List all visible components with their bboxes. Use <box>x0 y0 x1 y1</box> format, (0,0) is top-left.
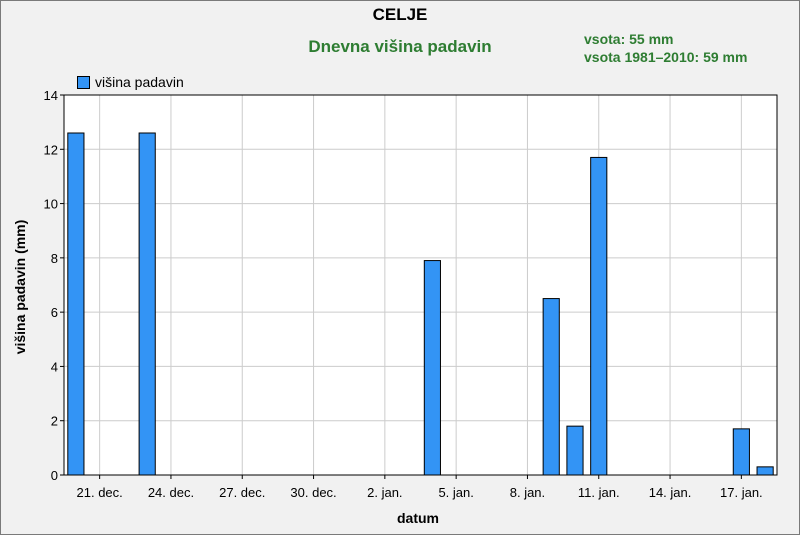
legend-label: višina padavin <box>95 74 184 90</box>
chart-subtitle: Dnevna višina padavin <box>0 37 800 57</box>
bars <box>67 132 774 476</box>
x-tick-label: 11. jan. <box>578 485 620 500</box>
chart-subtitle-text: Dnevna višina padavin <box>308 37 492 56</box>
bar <box>67 132 85 476</box>
plot-area <box>64 95 777 475</box>
x-tick-label: 17. jan. <box>720 485 763 500</box>
axes: 0 2 4 6 8 10 12 14 21. dec. 24. dec. 27. dec. 30. d… <box>44 88 778 500</box>
x-tick-label: 21. dec. <box>77 485 123 500</box>
sum-label: vsota: 55 mm <box>584 31 674 47</box>
x-tick-label: 30. dec. <box>290 485 336 500</box>
y-tick-label: 14 <box>44 88 58 103</box>
bar <box>138 132 156 476</box>
bar <box>590 156 608 476</box>
bar <box>566 425 584 476</box>
plot-border <box>63 94 778 476</box>
y-axis-title: višina padavin (mm) <box>12 220 28 355</box>
y-tick-label: 10 <box>44 197 58 212</box>
x-tick-label: 14. jan. <box>649 485 692 500</box>
y-tick-label: 8 <box>51 251 58 266</box>
legend: višina padavin <box>77 74 184 90</box>
y-tick-label: 0 <box>51 468 58 483</box>
chart-title: CELJE <box>372 5 428 24</box>
bar <box>732 428 750 476</box>
bar <box>542 298 560 476</box>
grid <box>64 94 777 476</box>
y-tick-label: 12 <box>44 142 58 157</box>
x-tick-label: 2. jan. <box>367 485 402 500</box>
x-tick-label: 24. dec. <box>148 485 194 500</box>
legend-swatch <box>77 75 90 89</box>
x-tick-label: 8. jan. <box>510 485 545 500</box>
y-tick-label: 4 <box>51 359 58 374</box>
y-tick-label: 2 <box>51 414 58 429</box>
x-tick-label: 27. dec. <box>219 485 265 500</box>
sum-normal-label: vsota 1981–2010: 59 mm <box>584 49 748 65</box>
y-tick-label: 6 <box>51 305 58 320</box>
x-tick-label: 5. jan. <box>438 485 473 500</box>
bar <box>756 466 774 476</box>
x-axis-title: datum <box>397 510 439 526</box>
bar <box>423 260 441 476</box>
